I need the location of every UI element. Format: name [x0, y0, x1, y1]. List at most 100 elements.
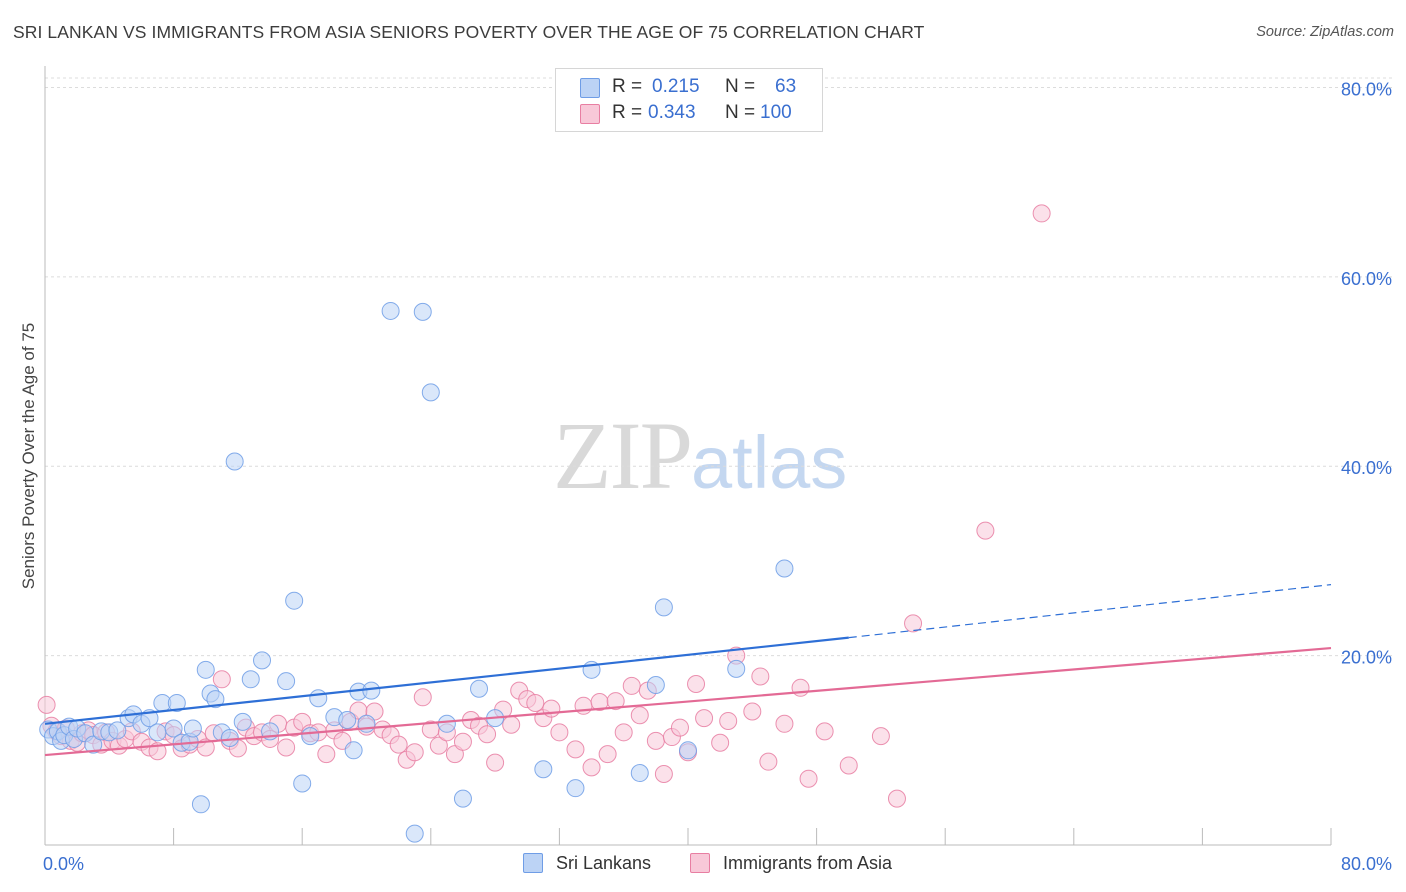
sri-lankans-point	[84, 735, 103, 754]
immigrants-point	[277, 738, 296, 757]
sri-lankans-point	[381, 301, 400, 320]
sri-lankans-point	[253, 651, 272, 670]
immigrants-point	[212, 670, 231, 689]
x-tick-label: 80.0%	[1341, 854, 1392, 874]
sri-lankans-point	[191, 795, 210, 814]
immigrants-point	[405, 743, 424, 762]
sri-lankans-point	[727, 659, 746, 678]
sri-lankans-point	[344, 741, 363, 760]
immigrants-point	[751, 667, 770, 686]
x-tick-label: 0.0%	[43, 854, 84, 874]
sri-lankans-point	[277, 672, 296, 691]
immigrants-point	[317, 745, 336, 764]
bottom-legend-swatch-sri-lankans	[523, 853, 543, 873]
immigrants-point	[429, 736, 448, 755]
sri-lankans-point	[470, 679, 489, 698]
immigrants-point	[196, 738, 215, 757]
sri-lankans-point	[413, 302, 432, 321]
sri-lankans-point	[338, 711, 357, 730]
sri-lankans-point	[167, 693, 186, 712]
correlation-legend: R = 0.215 N = 63 R = 0.343 N = 100	[555, 68, 823, 132]
legend-r-label: R =	[612, 102, 643, 123]
immigrants-point	[1032, 204, 1051, 223]
sri-lankans-point	[646, 675, 665, 694]
watermark-zip: ZIP	[553, 402, 693, 509]
sri-lankans-point	[225, 452, 244, 471]
immigrants-point	[526, 693, 545, 712]
immigrants-point	[582, 758, 601, 777]
immigrants-point	[598, 745, 617, 764]
immigrants-point	[622, 676, 641, 695]
sri-lankans-trendline-extension	[848, 584, 1332, 639]
immigrants-point	[775, 714, 794, 733]
sri-lankans-point	[301, 727, 320, 746]
y-tick-label: 40.0%	[1341, 458, 1392, 478]
sri-lankans-point	[534, 760, 553, 779]
immigrants-point	[670, 718, 689, 737]
sri-lankans-point	[148, 723, 167, 742]
sri-lankans-point	[241, 670, 260, 689]
legend-n-value: 100	[760, 102, 792, 123]
immigrants-point	[550, 723, 569, 742]
immigrants-point	[37, 695, 56, 714]
immigrants-point	[743, 702, 762, 721]
immigrants-point	[646, 731, 665, 750]
immigrants-point	[654, 764, 673, 783]
sri-lankans-point	[108, 721, 127, 740]
immigrants-point	[606, 692, 625, 711]
immigrants-point	[871, 727, 890, 746]
immigrants-point	[413, 688, 432, 707]
legend-n-label: N =	[725, 76, 756, 97]
sri-lankans-point	[362, 681, 381, 700]
legend-swatch-sri-lankans	[580, 78, 600, 98]
sri-lankans-point	[437, 714, 456, 733]
y-tick-label: 20.0%	[1341, 648, 1392, 668]
y-tick-label: 60.0%	[1341, 269, 1392, 289]
sri-lankans-point	[421, 383, 440, 402]
sri-lankans-point	[405, 824, 424, 843]
sri-lankans-point	[775, 559, 794, 578]
immigrants-point	[695, 709, 714, 728]
sri-lankans-point	[679, 741, 697, 760]
bottom-legend-label-immigrants: Immigrants from Asia	[723, 853, 893, 873]
immigrants-point	[711, 733, 730, 752]
sri-lankans-point	[196, 660, 215, 679]
sri-lankans-point	[164, 719, 183, 738]
legend-r-value: 0.343	[648, 102, 696, 123]
immigrants-point	[904, 614, 923, 633]
sri-lankans-point	[233, 712, 252, 731]
immigrants-point	[542, 699, 561, 718]
sri-lankans-point	[293, 774, 312, 793]
source-label: Source: ZipAtlas.com	[1256, 24, 1394, 40]
immigrants-point	[389, 735, 408, 754]
legend-n-value: 63	[775, 76, 797, 97]
immigrants-point	[815, 722, 834, 741]
immigrants-point	[799, 769, 818, 788]
sri-lankans-point	[183, 719, 202, 738]
sri-lankans-point	[206, 690, 225, 709]
sri-lankans-point	[453, 789, 472, 808]
immigrants-point	[719, 711, 738, 730]
legend-n-label: N =	[725, 102, 756, 123]
chart-title: SRI LANKAN VS IMMIGRANTS FROM ASIA SENIO…	[13, 22, 925, 42]
sri-lankans-trendline	[44, 636, 849, 725]
immigrants-trendline	[44, 646, 1332, 757]
watermark-atlas: atlas	[691, 421, 848, 504]
immigrants-point	[486, 753, 505, 772]
legend-swatch-immigrants	[580, 104, 600, 124]
sri-lankans-point	[220, 728, 239, 747]
immigrants-point	[478, 725, 497, 744]
immigrants-point	[566, 740, 585, 759]
immigrants-point	[614, 723, 633, 742]
legend-r-value: 0.215	[652, 76, 700, 97]
sri-lankans-point	[309, 689, 328, 708]
immigrants-point	[976, 521, 995, 540]
immigrants-point	[453, 732, 472, 751]
bottom-legend-label-sri-lankans: Sri Lankans	[556, 853, 652, 873]
sri-lankans-point	[285, 591, 304, 610]
legend-r-label: R =	[612, 76, 643, 97]
sri-lankans-point	[566, 779, 585, 798]
bottom-legend-swatch-immigrants	[690, 853, 710, 873]
sri-lankans-point	[654, 598, 673, 617]
